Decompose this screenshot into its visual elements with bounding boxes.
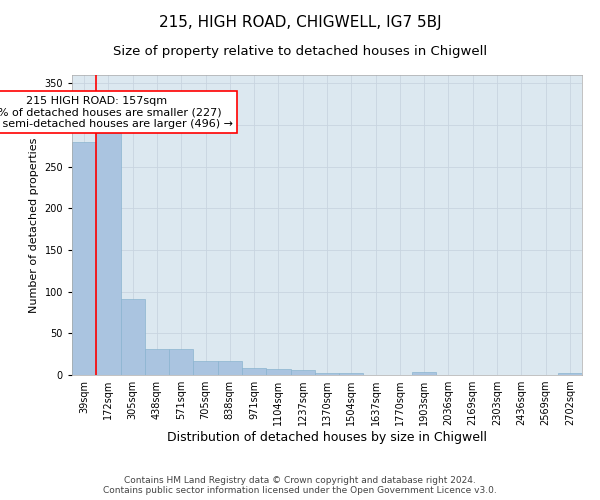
Bar xyxy=(242,368,266,375)
Bar xyxy=(169,349,193,375)
Bar xyxy=(96,134,121,375)
X-axis label: Distribution of detached houses by size in Chigwell: Distribution of detached houses by size … xyxy=(167,431,487,444)
Bar xyxy=(121,299,145,375)
Bar xyxy=(558,372,582,375)
Bar xyxy=(266,369,290,375)
Text: Contains HM Land Registry data © Crown copyright and database right 2024.
Contai: Contains HM Land Registry data © Crown c… xyxy=(103,476,497,495)
Text: Size of property relative to detached houses in Chigwell: Size of property relative to detached ho… xyxy=(113,45,487,58)
Bar xyxy=(412,372,436,375)
Bar xyxy=(339,374,364,375)
Y-axis label: Number of detached properties: Number of detached properties xyxy=(29,138,39,312)
Bar xyxy=(145,349,169,375)
Bar xyxy=(290,370,315,375)
Text: 215 HIGH ROAD: 157sqm
← 31% of detached houses are smaller (227)
69% of semi-det: 215 HIGH ROAD: 157sqm ← 31% of detached … xyxy=(0,96,233,129)
Bar xyxy=(193,361,218,375)
Text: 215, HIGH ROAD, CHIGWELL, IG7 5BJ: 215, HIGH ROAD, CHIGWELL, IG7 5BJ xyxy=(158,15,442,30)
Bar xyxy=(72,142,96,375)
Bar xyxy=(218,361,242,375)
Bar xyxy=(315,374,339,375)
